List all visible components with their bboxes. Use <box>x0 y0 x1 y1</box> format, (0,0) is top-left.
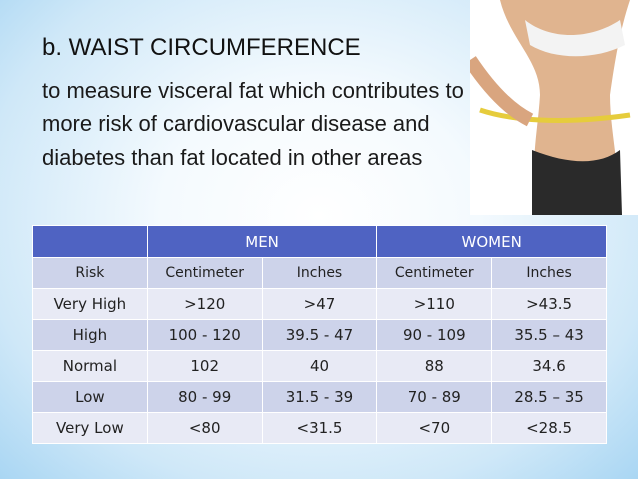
column-header-row: Risk Centimeter Inches Centimeter Inches <box>32 257 607 289</box>
table-cell: 35.5 – 43 <box>491 319 607 351</box>
table-cell: >47 <box>261 288 378 320</box>
table-cell: 28.5 – 35 <box>491 381 607 413</box>
table-cell: >110 <box>376 288 493 320</box>
table-cell: 90 - 109 <box>376 319 493 351</box>
column-header: Inches <box>261 257 378 289</box>
waist-photo <box>470 0 638 215</box>
table-row: Very High >120 >47 >110 >43.5 <box>32 288 607 320</box>
risk-label: Very High <box>32 288 148 320</box>
table-row: Normal 102 40 88 34.6 <box>32 350 607 382</box>
column-header: Centimeter <box>376 257 493 289</box>
table-cell: <80 <box>146 412 263 444</box>
header-cell <box>32 225 148 258</box>
table-cell: 34.6 <box>491 350 607 382</box>
risk-label: Very Low <box>32 412 148 444</box>
column-header: Risk <box>32 257 148 289</box>
column-header: Centimeter <box>146 257 263 289</box>
table-cell: <70 <box>376 412 493 444</box>
group-header-row: MEN WOMEN <box>32 225 607 258</box>
group-header: MEN <box>146 225 378 258</box>
table-cell: 39.5 - 47 <box>261 319 378 351</box>
group-header: WOMEN <box>376 225 607 258</box>
table-cell: 31.5 - 39 <box>261 381 378 413</box>
table-cell: 88 <box>376 350 493 382</box>
column-header: Inches <box>491 257 607 289</box>
table-row: Low 80 - 99 31.5 - 39 70 - 89 28.5 – 35 <box>32 381 607 413</box>
waist-table: MEN WOMEN Risk Centimeter Inches Centimeter In… <box>32 225 607 444</box>
table-row: Very Low <80 <31.5 <70 <28.5 <box>32 412 607 444</box>
table-cell: <31.5 <box>261 412 378 444</box>
table-cell: 100 - 120 <box>146 319 263 351</box>
risk-label: High <box>32 319 148 351</box>
slide-title: b. WAIST CIRCUMFERENCE <box>42 34 361 61</box>
table-cell: >120 <box>146 288 263 320</box>
table-cell: <28.5 <box>491 412 607 444</box>
body-text: more risk of cardiovascular disease and <box>42 111 430 136</box>
table-cell: 102 <box>146 350 263 382</box>
body-text: diabetes than fat located in other areas <box>42 145 423 170</box>
risk-label: Normal <box>32 350 148 382</box>
table-cell: 80 - 99 <box>146 381 263 413</box>
risk-label: Low <box>32 381 148 413</box>
table-cell: >43.5 <box>491 288 607 320</box>
table-row: High 100 - 120 39.5 - 47 90 - 109 35.5 – 43 <box>32 319 607 351</box>
table-cell: 40 <box>261 350 378 382</box>
body-text: to measure visceral fat which contribute… <box>42 78 464 103</box>
table-cell: 70 - 89 <box>376 381 493 413</box>
